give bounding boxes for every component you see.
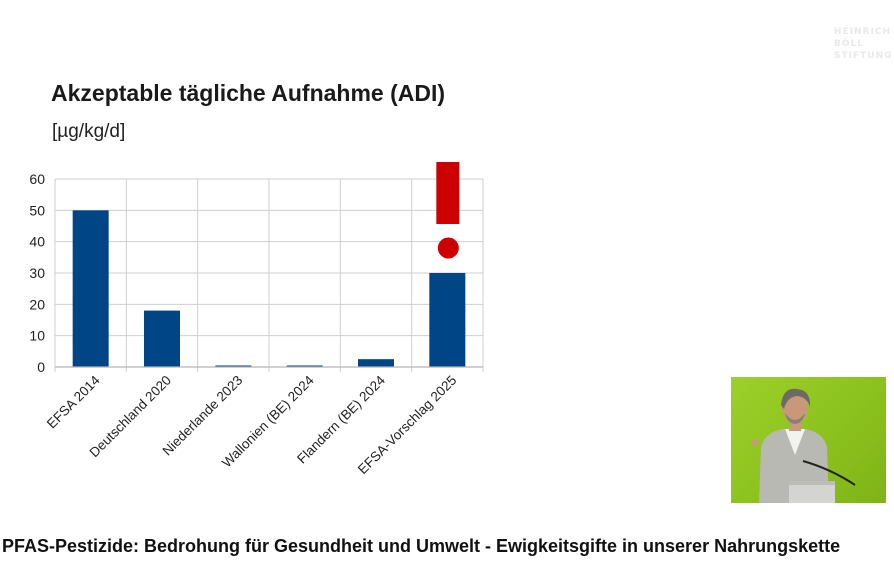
bar <box>144 310 180 367</box>
y-tick-label: 10 <box>29 328 45 344</box>
y-tick-label: 30 <box>29 265 45 281</box>
heinrich-boell-logo: HEINRICH BÖLL STIFTUNG <box>834 26 893 62</box>
y-tick-label: 50 <box>29 202 45 218</box>
bar <box>215 365 252 367</box>
exclamation-dot <box>437 237 459 259</box>
logo-line: HEINRICH <box>834 27 891 37</box>
chart-bars <box>72 210 466 367</box>
speaker-video-inset <box>731 377 886 503</box>
bar <box>429 273 466 367</box>
speaker-at-podium-icon <box>751 388 856 503</box>
logo-line: STIFTUNG <box>834 51 893 61</box>
exclamation-bar <box>436 162 460 224</box>
logo-line: BÖLL <box>834 39 864 49</box>
slide-title: Akzeptable tägliche Aufnahme (ADI) <box>51 80 446 106</box>
bar <box>72 210 109 367</box>
y-tick-label: 40 <box>29 234 45 250</box>
video-caption: PFAS-Pestizide: Bedrohung für Gesundheit… <box>2 536 841 556</box>
chart-axes <box>54 179 483 368</box>
bar <box>286 365 323 367</box>
x-tick-label: EFSA 2014 <box>44 372 103 431</box>
y-tick-label: 20 <box>29 296 45 312</box>
y-tick-label: 60 <box>29 171 45 187</box>
bar <box>358 359 394 367</box>
chart-grid <box>54 178 484 372</box>
chart-unit-label: [µg/kg/d] <box>52 121 126 142</box>
y-tick-label: 0 <box>37 359 45 375</box>
exclamation-mark-annotation <box>436 162 460 259</box>
